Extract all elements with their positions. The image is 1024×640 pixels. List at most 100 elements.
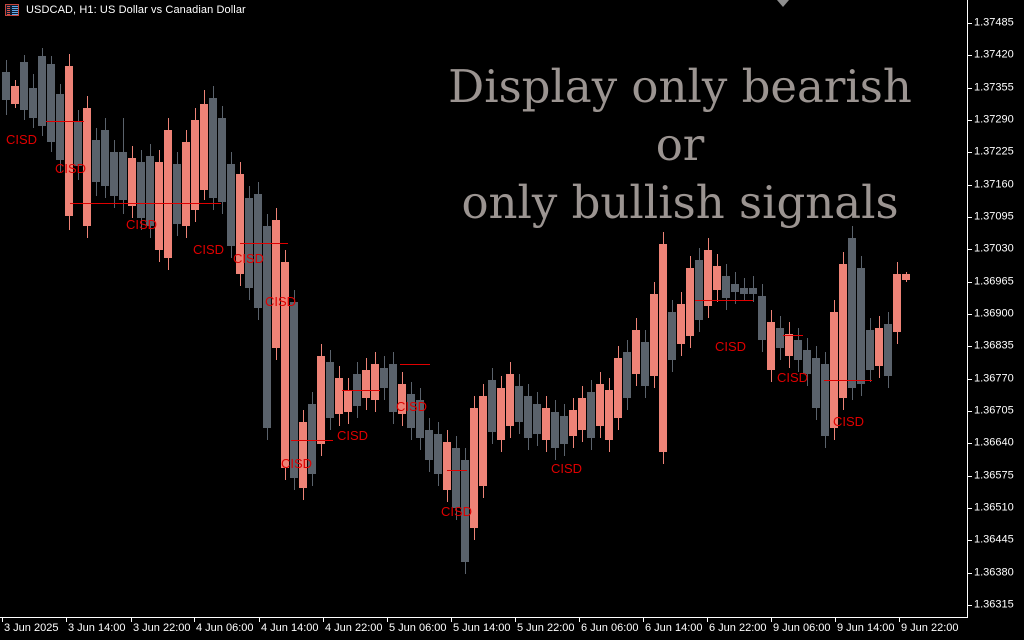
cisd-signal-label[interactable]: CISD: [265, 294, 297, 309]
cisd-signal-label[interactable]: CISD: [551, 461, 583, 476]
candle-body: [101, 130, 109, 186]
candlestick: [515, 374, 523, 434]
cisd-signal-label[interactable]: CISD: [55, 161, 87, 176]
candlestick: [398, 372, 406, 426]
candlestick: [560, 404, 568, 456]
candlestick: [461, 448, 469, 574]
candlestick: [785, 322, 793, 368]
cisd-signal-label[interactable]: CISD: [715, 339, 747, 354]
candlestick: [776, 316, 784, 360]
candlestick: [335, 366, 343, 426]
cisd-signal-label[interactable]: CISD: [233, 251, 265, 266]
cisd-signal-label[interactable]: CISD: [441, 504, 473, 519]
candlestick: [128, 146, 136, 218]
price-tick-label: 1.37160: [974, 178, 1014, 191]
candlestick: [470, 396, 478, 540]
candle-body: [263, 226, 271, 428]
price-tick-label: 1.37095: [974, 210, 1014, 223]
price-tick-label: 1.36380: [974, 566, 1014, 579]
candle-body: [533, 404, 541, 434]
cisd-level-line: [400, 364, 430, 365]
price-tick-dash: [968, 507, 972, 509]
cisd-signal-label[interactable]: CISD: [6, 132, 38, 147]
time-scale[interactable]: 3 Jun 2025 3 Jun 14:00 3 Jun 22:00 4 Jun 06…: [0, 618, 1024, 640]
candlestick: [2, 60, 10, 115]
candle-body: [209, 98, 217, 198]
candlestick: [569, 398, 577, 448]
candle-body: [218, 118, 226, 202]
candle-body: [686, 268, 694, 336]
candle-body: [623, 352, 631, 398]
candle-body: [749, 288, 757, 294]
candle-body: [20, 62, 28, 110]
cisd-signal-label[interactable]: CISD: [777, 370, 809, 385]
candle-body: [542, 408, 550, 440]
chart-top-marker-icon: [777, 0, 789, 7]
candlestick: [299, 410, 307, 500]
time-tick-label: 9 Jun 06:00: [773, 622, 831, 634]
cisd-level-line: [695, 300, 753, 301]
time-tick-dash: [643, 618, 644, 622]
candlestick: [452, 436, 460, 520]
candle-body: [884, 324, 892, 376]
candle-body: [344, 390, 352, 412]
price-tick-dash: [968, 119, 972, 121]
candlestick: [677, 292, 685, 356]
chart-plot-area[interactable]: CISD CISD CISD CISD CISD CISD CISD CISD CISD CISD…: [0, 0, 968, 618]
chart-title-bar: USDCAD, H1: US Dollar vs Canadian Dollar: [0, 0, 246, 20]
price-tick-label: 1.36640: [974, 436, 1014, 449]
cisd-signal-label[interactable]: CISD: [126, 217, 158, 232]
candle-body: [425, 430, 433, 460]
cisd-signal-label[interactable]: CISD: [193, 242, 225, 257]
candlestick: [362, 358, 370, 410]
candlestick: [101, 118, 109, 198]
time-tick-label: 6 Jun 22:00: [709, 622, 767, 634]
price-tick-dash: [968, 54, 972, 56]
candle-body: [560, 416, 568, 444]
price-tick-label: 1.36705: [974, 404, 1014, 417]
candlestick: [380, 356, 388, 400]
candle-body: [56, 94, 64, 160]
candle-body: [461, 460, 469, 562]
candle-body: [128, 158, 136, 206]
time-tick-dash: [707, 618, 708, 622]
price-tick-dash: [968, 475, 972, 477]
cisd-signal-label[interactable]: CISD: [833, 414, 865, 429]
candle-body: [740, 288, 748, 294]
time-tick-label: 4 Jun 06:00: [196, 622, 254, 634]
candlestick: [92, 128, 100, 196]
candlestick: [749, 276, 757, 302]
candlestick: [164, 118, 172, 270]
candlestick: [758, 284, 766, 352]
cisd-signal-label[interactable]: CISD: [337, 428, 369, 443]
price-tick-label: 1.36900: [974, 307, 1014, 320]
cisd-signal-label[interactable]: CISD: [281, 456, 313, 471]
candle-body: [317, 356, 325, 444]
candlestick: [389, 352, 397, 424]
candle-body: [74, 122, 82, 166]
price-tick-label: 1.36510: [974, 501, 1014, 514]
candle-body: [551, 412, 559, 448]
candlestick: [812, 346, 820, 420]
time-tick-dash: [2, 618, 3, 622]
price-tick-dash: [968, 184, 972, 186]
candlestick: [263, 214, 271, 440]
chart-list-icon: [5, 4, 19, 16]
cisd-level-line: [783, 335, 803, 336]
candlestick: [866, 318, 874, 382]
candlestick: [704, 238, 712, 318]
candle-body: [281, 262, 289, 468]
candlestick: [578, 386, 586, 442]
candle-body: [164, 130, 172, 258]
candle-body: [479, 396, 487, 486]
cisd-signal-label[interactable]: CISD: [396, 399, 428, 414]
candle-body: [110, 152, 118, 196]
cisd-level-line: [447, 470, 467, 471]
cisd-level-line: [240, 243, 288, 244]
candle-body: [821, 364, 829, 436]
candle-body: [902, 274, 910, 280]
price-scale[interactable]: 1.37485 1.37420 1.37355 1.37290 1.37225 1.371…: [968, 0, 1024, 618]
time-tick-dash: [66, 618, 67, 622]
candle-body: [227, 164, 235, 246]
candlestick: [668, 300, 676, 372]
